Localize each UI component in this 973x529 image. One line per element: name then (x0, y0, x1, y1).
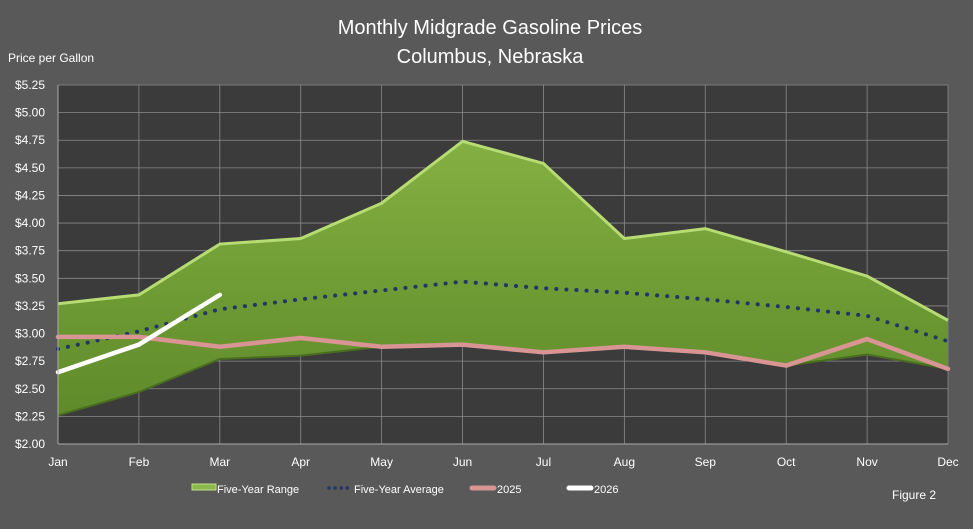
y-tick-label: $4.50 (15, 161, 45, 175)
y-axis-label: Price per Gallon (8, 51, 94, 65)
x-tick-label: May (370, 455, 393, 469)
y-tick-label: $3.50 (15, 271, 45, 285)
y-tick-label: $4.25 (15, 188, 45, 202)
y-tick-label: $3.00 (15, 327, 45, 341)
series-line-2025 (55, 334, 951, 372)
x-tick-label: Sep (695, 455, 717, 469)
y-tick-label: $5.00 (15, 106, 45, 120)
chart-title: Monthly Midgrade Gasoline Prices (338, 17, 643, 39)
chart-subtitle: Columbus, Nebraska (397, 46, 585, 68)
x-tick-label: Apr (291, 455, 310, 469)
x-tick-label: Nov (856, 455, 877, 469)
x-tick-label: Oct (777, 455, 796, 469)
legend-label-2026: 2026 (594, 484, 618, 496)
y-tick-label: $4.75 (15, 133, 45, 147)
x-tick-label: Feb (129, 455, 150, 469)
five-year-range-area (58, 141, 948, 416)
x-tick-label: Dec (937, 455, 958, 469)
y-tick-label: $2.25 (15, 409, 45, 423)
x-tick-label: Jun (453, 455, 472, 469)
y-tick-label: $5.25 (15, 78, 45, 92)
y-tick-label: $2.75 (15, 354, 45, 368)
x-tick-label: Mar (209, 455, 230, 469)
legend-swatch-range (191, 483, 217, 491)
y-tick-label: $2.00 (15, 437, 45, 451)
y-tick-label: $2.50 (15, 382, 45, 396)
legend-label-average: Five-Year Average (354, 484, 444, 496)
five-year-range-high-edge (57, 139, 949, 322)
legend: Five-Year Range Five-Year Average 2025 2… (191, 483, 618, 496)
legend-label-2025: 2025 (497, 484, 521, 496)
x-tick-label: Aug (614, 455, 635, 469)
y-tick-label: $4.00 (15, 216, 45, 230)
y-tick-label: $3.75 (15, 244, 45, 258)
legend-label-range: Five-Year Range (217, 484, 299, 496)
x-tick-label: Jan (48, 455, 67, 469)
series-line-five-year-average (56, 279, 950, 352)
y-tick-label: $3.25 (15, 299, 45, 313)
figure-label: Figure 2 (892, 488, 936, 502)
x-tick-label: Jul (536, 455, 551, 469)
